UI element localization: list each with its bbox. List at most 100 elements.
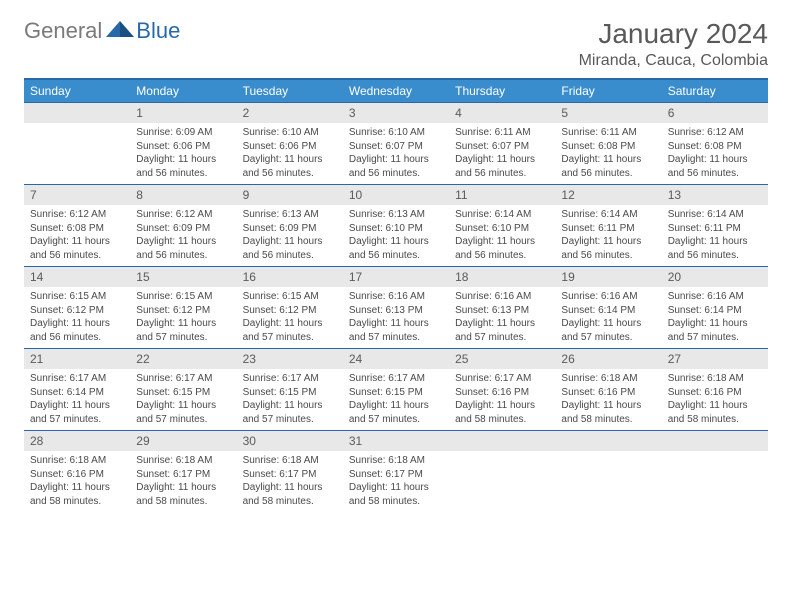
sunset-text: Sunset: 6:12 PM: [136, 304, 230, 318]
daylight-text: Daylight: 11 hours and 56 minutes.: [30, 317, 124, 344]
day-number: 31: [343, 431, 449, 451]
day-details: Sunrise: 6:12 AMSunset: 6:08 PMDaylight:…: [662, 123, 768, 184]
sunrise-text: Sunrise: 6:10 AM: [243, 126, 337, 140]
weekday-label: Wednesday: [343, 80, 449, 102]
calendar-week: 14Sunrise: 6:15 AMSunset: 6:12 PMDayligh…: [24, 266, 768, 348]
sunset-text: Sunset: 6:12 PM: [243, 304, 337, 318]
day-number: 11: [449, 185, 555, 205]
daylight-text: Daylight: 11 hours and 57 minutes.: [243, 399, 337, 426]
calendar-day: 22Sunrise: 6:17 AMSunset: 6:15 PMDayligh…: [130, 349, 236, 430]
sunrise-text: Sunrise: 6:18 AM: [561, 372, 655, 386]
calendar-week: 1Sunrise: 6:09 AMSunset: 6:06 PMDaylight…: [24, 102, 768, 184]
sunset-text: Sunset: 6:16 PM: [561, 386, 655, 400]
day-number: 13: [662, 185, 768, 205]
day-number: 15: [130, 267, 236, 287]
day-details: Sunrise: 6:17 AMSunset: 6:15 PMDaylight:…: [130, 369, 236, 430]
calendar-day: 30Sunrise: 6:18 AMSunset: 6:17 PMDayligh…: [237, 431, 343, 512]
day-details: Sunrise: 6:12 AMSunset: 6:09 PMDaylight:…: [130, 205, 236, 266]
daylight-text: Daylight: 11 hours and 56 minutes.: [455, 235, 549, 262]
calendar-day: 27Sunrise: 6:18 AMSunset: 6:16 PMDayligh…: [662, 349, 768, 430]
sunrise-text: Sunrise: 6:16 AM: [349, 290, 443, 304]
day-details: Sunrise: 6:14 AMSunset: 6:10 PMDaylight:…: [449, 205, 555, 266]
location-text: Miranda, Cauca, Colombia: [579, 52, 768, 70]
day-number: 30: [237, 431, 343, 451]
weekday-label: Tuesday: [237, 80, 343, 102]
calendar-day: 1Sunrise: 6:09 AMSunset: 6:06 PMDaylight…: [130, 103, 236, 184]
calendar-day: 8Sunrise: 6:12 AMSunset: 6:09 PMDaylight…: [130, 185, 236, 266]
sunset-text: Sunset: 6:13 PM: [349, 304, 443, 318]
logo: General Blue: [24, 18, 180, 44]
sunset-text: Sunset: 6:17 PM: [243, 468, 337, 482]
day-details: Sunrise: 6:14 AMSunset: 6:11 PMDaylight:…: [662, 205, 768, 266]
calendar-day: [662, 431, 768, 512]
sunrise-text: Sunrise: 6:12 AM: [136, 208, 230, 222]
daylight-text: Daylight: 11 hours and 56 minutes.: [136, 153, 230, 180]
day-number: 6: [662, 103, 768, 123]
sunset-text: Sunset: 6:07 PM: [349, 140, 443, 154]
daylight-text: Daylight: 11 hours and 57 minutes.: [243, 317, 337, 344]
daylight-text: Daylight: 11 hours and 58 minutes.: [349, 481, 443, 508]
day-number: 22: [130, 349, 236, 369]
day-details: Sunrise: 6:13 AMSunset: 6:09 PMDaylight:…: [237, 205, 343, 266]
sunset-text: Sunset: 6:17 PM: [136, 468, 230, 482]
calendar-day: 31 Sunrise: 6:18 AMSunset: 6:17 PMDayligh…: [343, 431, 449, 512]
calendar-day: 14Sunrise: 6:15 AMSunset: 6:12 PMDayligh…: [24, 267, 130, 348]
sunset-text: Sunset: 6:08 PM: [561, 140, 655, 154]
calendar-week: 28Sunrise: 6:18 AMSunset: 6:16 PMDayligh…: [24, 430, 768, 512]
day-number: 26: [555, 349, 661, 369]
day-details: Sunrise: 6:16 AMSunset: 6:14 PMDaylight:…: [555, 287, 661, 348]
calendar-day: 24Sunrise: 6:17 AMSunset: 6:15 PMDayligh…: [343, 349, 449, 430]
sunrise-text: Sunrise: 6:15 AM: [136, 290, 230, 304]
day-number: 12: [555, 185, 661, 205]
daylight-text: Daylight: 11 hours and 58 minutes.: [136, 481, 230, 508]
day-details: Sunrise: 6:18 AMSunset: 6:16 PMDaylight:…: [555, 369, 661, 430]
calendar-day: 7Sunrise: 6:12 AMSunset: 6:08 PMDaylight…: [24, 185, 130, 266]
sunrise-text: Sunrise: 6:15 AM: [30, 290, 124, 304]
sunrise-text: Sunrise: 6:09 AM: [136, 126, 230, 140]
logo-text-blue: Blue: [136, 18, 180, 44]
weekday-label: Sunday: [24, 80, 130, 102]
calendar-day: 20Sunrise: 6:16 AMSunset: 6:14 PMDayligh…: [662, 267, 768, 348]
sunset-text: Sunset: 6:14 PM: [561, 304, 655, 318]
daylight-text: Daylight: 11 hours and 58 minutes.: [455, 399, 549, 426]
sunrise-text: Sunrise: 6:18 AM: [349, 454, 443, 468]
sunset-text: Sunset: 6:13 PM: [455, 304, 549, 318]
day-details: Sunrise: 6:16 AMSunset: 6:13 PMDaylight:…: [449, 287, 555, 348]
daylight-text: Daylight: 11 hours and 56 minutes.: [561, 153, 655, 180]
sunrise-text: Sunrise: 6:16 AM: [668, 290, 762, 304]
day-number: 10: [343, 185, 449, 205]
sunrise-text: Sunrise: 6:11 AM: [561, 126, 655, 140]
daylight-text: Daylight: 11 hours and 58 minutes.: [561, 399, 655, 426]
calendar-day: 18Sunrise: 6:16 AMSunset: 6:13 PMDayligh…: [449, 267, 555, 348]
sunset-text: Sunset: 6:06 PM: [243, 140, 337, 154]
sunrise-text: Sunrise: 6:15 AM: [243, 290, 337, 304]
daylight-text: Daylight: 11 hours and 57 minutes.: [561, 317, 655, 344]
calendar-day: 6Sunrise: 6:12 AMSunset: 6:08 PMDaylight…: [662, 103, 768, 184]
weekday-label: Monday: [130, 80, 236, 102]
day-details: Sunrise: 6:09 AMSunset: 6:06 PMDaylight:…: [130, 123, 236, 184]
sunset-text: Sunset: 6:17 PM: [349, 468, 443, 482]
calendar-day: [449, 431, 555, 512]
calendar-day: 28Sunrise: 6:18 AMSunset: 6:16 PMDayligh…: [24, 431, 130, 512]
day-details: Sunrise: 6:18 AMSunset: 6:16 PMDaylight:…: [24, 451, 130, 512]
daylight-text: Daylight: 11 hours and 56 minutes.: [349, 235, 443, 262]
weekday-label: Friday: [555, 80, 661, 102]
sunrise-text: Sunrise: 6:11 AM: [455, 126, 549, 140]
daylight-text: Daylight: 11 hours and 57 minutes.: [136, 399, 230, 426]
day-number: 20: [662, 267, 768, 287]
calendar-day: 21Sunrise: 6:17 AMSunset: 6:14 PMDayligh…: [24, 349, 130, 430]
calendar: SundayMondayTuesdayWednesdayThursdayFrid…: [24, 78, 768, 512]
sunrise-text: Sunrise: 6:18 AM: [136, 454, 230, 468]
sunrise-text: Sunrise: 6:18 AM: [30, 454, 124, 468]
day-details: Sunrise: 6:17 AMSunset: 6:16 PMDaylight:…: [449, 369, 555, 430]
sunrise-text: Sunrise: 6:12 AM: [30, 208, 124, 222]
sunset-text: Sunset: 6:06 PM: [136, 140, 230, 154]
day-number: 29: [130, 431, 236, 451]
day-details: Sunrise: 6:11 AMSunset: 6:08 PMDaylight:…: [555, 123, 661, 184]
daylight-text: Daylight: 11 hours and 56 minutes.: [668, 235, 762, 262]
sunset-text: Sunset: 6:15 PM: [243, 386, 337, 400]
day-details: Sunrise: 6:18 AMSunset: 6:17 PMDaylight:…: [237, 451, 343, 512]
sunset-text: Sunset: 6:10 PM: [349, 222, 443, 236]
day-number: [449, 431, 555, 451]
day-number: 7: [24, 185, 130, 205]
